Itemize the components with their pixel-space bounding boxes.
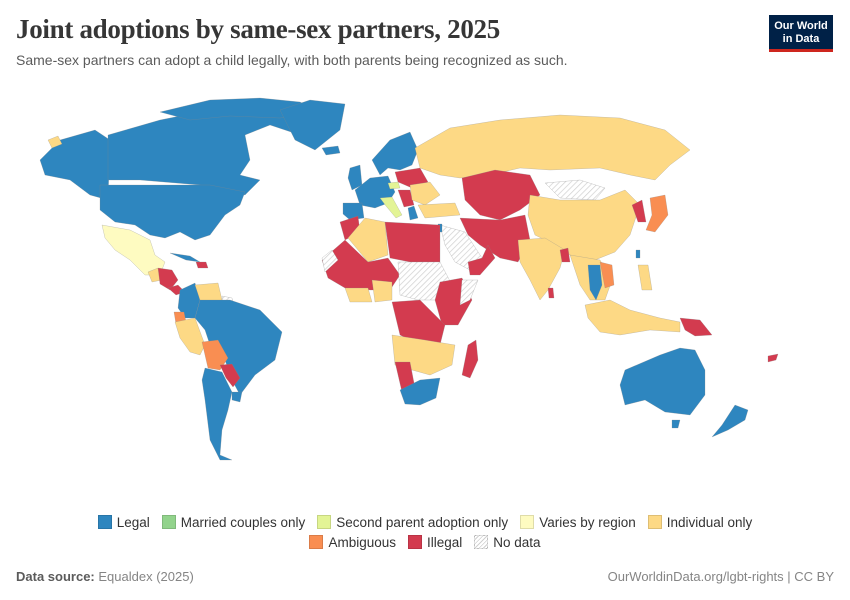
country-cuba[interactable] [169,252,201,263]
legend-row-1: Legal Married couples only Second parent… [0,512,850,532]
country-kazakhstan-central-asia[interactable] [461,169,541,221]
country-bangladesh[interactable] [559,247,571,263]
country-thailand[interactable] [587,264,603,301]
chart-title: Joint adoptions by same-sex partners, 20… [16,14,500,44]
country-west-africa[interactable] [321,239,401,291]
country-uk-ireland[interactable] [347,164,363,191]
country-bolivia[interactable] [201,339,229,371]
country-paraguay[interactable] [219,363,241,388]
legend-item-married-couples-only[interactable]: Married couples only [161,514,306,530]
country-philippines[interactable] [637,264,653,291]
chart-subtitle: Same-sex partners can adopt a child lega… [16,52,568,68]
legend-label: Ambiguous [328,534,396,550]
country-eastern-europe[interactable] [409,181,441,206]
country-madagascar[interactable] [461,339,479,379]
legend-swatch-married-couples-only [161,515,176,529]
legend-swatch-illegal [407,535,422,549]
logo-line2: in Data [782,33,820,45]
country-australia[interactable] [619,347,706,416]
country-nigeria[interactable] [371,279,393,303]
legend-swatch-varies-by-region [520,515,535,529]
legend-swatch-legal [97,515,112,529]
country-korea[interactable] [631,199,647,223]
legend-swatch-second-parent-adoption-only [317,515,332,529]
data-source: Data source: Equaldex (2025) [16,569,194,584]
legend-label: Legal [116,514,150,530]
country-laos-cambodia[interactable] [599,261,615,289]
country-bering-islands[interactable] [47,135,63,149]
country-yemen-oman[interactable] [467,244,496,276]
legend-item-ambiguous[interactable]: Ambiguous [309,535,396,550]
region-africa-middle-east [321,215,496,406]
owid-logo[interactable]: Our World in Data [769,15,833,52]
country-dominican-republic[interactable] [195,261,209,269]
country-czechia[interactable] [387,181,401,190]
legend-label: Varies by region [539,514,636,530]
legend-label: Married couples only [180,514,306,530]
region-north-america [39,97,346,296]
country-russia[interactable] [414,114,691,181]
country-libya-egypt[interactable] [384,221,441,263]
country-china[interactable] [527,189,641,263]
country-greece[interactable] [407,205,419,221]
legend-item-illegal[interactable]: Illegal [407,534,463,550]
country-uruguay[interactable] [231,391,243,403]
region-south-america [173,282,283,461]
country-western-sahara[interactable] [321,249,339,273]
legend-item-individual-only[interactable]: Individual only [647,514,753,530]
country-japan[interactable] [645,194,669,233]
region-europe [321,131,461,221]
country-taiwan[interactable] [635,249,641,259]
legend-swatch-no-data [474,535,489,549]
legend-item-legal[interactable]: Legal [97,514,150,530]
data-source-link[interactable]: Equaldex (2025) [98,569,194,584]
country-south-africa[interactable] [399,377,441,406]
country-gulf-guinea[interactable] [344,287,373,303]
country-india[interactable] [517,237,566,301]
legend-label: Individual only [666,514,753,530]
legend-swatch-ambiguous [309,535,324,549]
legend-item-no-data[interactable]: No data [474,534,541,550]
legend: Legal Married couples only Second parent… [0,512,850,552]
country-iran-afghan-pak[interactable] [459,214,531,263]
region-asia [414,114,713,337]
region-oceania [619,347,779,438]
data-source-label: Data source: [16,569,95,584]
legend-label: No data [493,534,541,550]
country-usa[interactable] [99,184,246,241]
legend-item-varies-by-region[interactable]: Varies by region [520,515,636,530]
url-license-link[interactable]: OurWorldinData.org/lgbt-rights | CC BY [607,569,834,584]
country-indonesia[interactable] [584,299,681,336]
country-mongolia[interactable] [544,179,606,201]
country-greenland[interactable] [279,99,346,151]
country-nicaragua-honduras[interactable] [157,267,179,291]
country-sri-lanka[interactable] [547,287,555,299]
country-scandinavia[interactable] [371,131,419,176]
legend-label: Illegal [426,534,463,550]
country-fiji[interactable] [767,353,779,363]
country-somalia[interactable] [459,279,479,306]
country-argentina-chile[interactable] [201,367,233,461]
legend-label: Second parent adoption only [336,514,509,530]
country-papua-new-guinea[interactable] [679,317,713,337]
country-new-zealand[interactable] [711,404,749,438]
logo-line1: Our World [774,20,828,32]
country-turkey[interactable] [417,202,461,219]
country-italy[interactable] [379,196,403,219]
legend-swatch-individual-only [647,515,662,529]
country-hungary-serbia[interactable] [397,189,415,208]
country-tasmania[interactable] [671,419,681,429]
legend-row-2: Ambiguous Illegal No data [0,532,850,552]
country-iceland[interactable] [321,145,341,156]
legend-item-second-parent-adoption-only[interactable]: Second parent adoption only [317,515,508,530]
world-map[interactable] [0,90,850,500]
country-algeria[interactable] [347,217,389,263]
